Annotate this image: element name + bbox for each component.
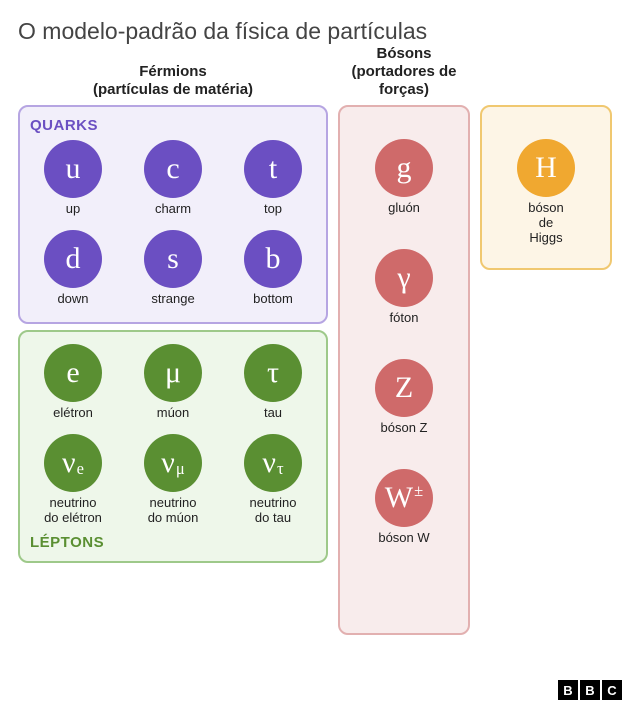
circle-top: t <box>244 140 302 198</box>
bbc-logo-b1: B <box>558 680 578 700</box>
bbc-logo-c: C <box>602 680 622 700</box>
bosons-header: Bósons (portadores de forças) <box>338 59 470 99</box>
particle-nutau: ντ neutrinodo tau <box>226 430 320 532</box>
label-z: bóson Z <box>381 421 428 437</box>
higgs-header-spacer <box>480 59 612 99</box>
higgs-group: H bósondeHiggs <box>480 105 612 270</box>
particle-muon: μ múon <box>126 340 220 428</box>
particle-strange: s strange <box>126 226 220 314</box>
circle-down: d <box>44 230 102 288</box>
label-photon: fóton <box>390 311 419 327</box>
leptons-label: LÉPTONS <box>26 532 320 553</box>
particle-gluon: g gluón <box>346 135 462 223</box>
particle-nue: νe neutrinodo elétron <box>26 430 120 532</box>
particle-charm: c charm <box>126 136 220 224</box>
label-numu: neutrinodo múon <box>148 496 199 526</box>
circle-numu: νμ <box>144 434 202 492</box>
label-nutau: neutrinodo tau <box>250 496 297 526</box>
circle-tau: τ <box>244 344 302 402</box>
particle-numu: νμ neutrinodo múon <box>126 430 220 532</box>
label-up: up <box>66 202 80 218</box>
label-w: bóson W <box>378 531 429 547</box>
higgs-column: H bósondeHiggs <box>480 59 612 635</box>
fermions-heading-2: (partículas de matéria) <box>18 81 328 99</box>
particle-electron: e elétron <box>26 340 120 428</box>
circle-electron: e <box>44 344 102 402</box>
bbc-logo: B B C <box>558 680 622 700</box>
label-higgs: bósondeHiggs <box>528 201 563 246</box>
bosons-group: g gluón γ fóton Z bóson Z W± bóson W <box>338 105 470 635</box>
label-tau: tau <box>264 406 282 422</box>
fermions-header: Férmions (partículas de matéria) <box>18 59 328 99</box>
bosons-grid: g gluón γ fóton Z bóson Z W± bóson W <box>346 115 462 553</box>
label-top: top <box>264 202 282 218</box>
particle-tau: τ tau <box>226 340 320 428</box>
bosons-heading-2: (portadores de forças) <box>338 63 470 99</box>
bosons-column: Bósons (portadores de forças) g gluón γ … <box>338 59 470 635</box>
bbc-logo-b2: B <box>580 680 600 700</box>
particle-photon: γ fóton <box>346 245 462 333</box>
particle-up: u up <box>26 136 120 224</box>
circle-muon: μ <box>144 344 202 402</box>
label-muon: múon <box>157 406 190 422</box>
label-bottom: bottom <box>253 292 293 308</box>
fermions-column: Férmions (partículas de matéria) QUARKS … <box>18 59 328 635</box>
label-nue: neutrinodo elétron <box>44 496 102 526</box>
particle-down: d down <box>26 226 120 314</box>
label-strange: strange <box>151 292 194 308</box>
main-columns: Férmions (partículas de matéria) QUARKS … <box>18 59 622 635</box>
leptons-grid: e elétron μ múon τ tau νe neutrinodo elé… <box>26 340 320 532</box>
circle-strange: s <box>144 230 202 288</box>
fermions-heading-1: Férmions <box>18 63 328 81</box>
circle-photon: γ <box>375 249 433 307</box>
label-charm: charm <box>155 202 191 218</box>
particle-w: W± bóson W <box>346 465 462 553</box>
higgs-grid: H bósondeHiggs <box>488 115 604 252</box>
circle-up: u <box>44 140 102 198</box>
quarks-label: QUARKS <box>26 115 320 136</box>
bosons-heading-1: Bósons <box>338 45 470 63</box>
label-down: down <box>57 292 88 308</box>
quarks-grid: u up c charm t top d down s strange <box>26 136 320 314</box>
circle-nutau: ντ <box>244 434 302 492</box>
circle-higgs: H <box>517 139 575 197</box>
particle-bottom: b bottom <box>226 226 320 314</box>
circle-z: Z <box>375 359 433 417</box>
circle-bottom: b <box>244 230 302 288</box>
page-title: O modelo-padrão da física de partículas <box>18 18 622 45</box>
circle-nue: νe <box>44 434 102 492</box>
label-gluon: gluón <box>388 201 420 217</box>
leptons-group: e elétron μ múon τ tau νe neutrinodo elé… <box>18 330 328 563</box>
particle-higgs: H bósondeHiggs <box>488 135 604 252</box>
circle-w: W± <box>375 469 433 527</box>
particle-top: t top <box>226 136 320 224</box>
circle-gluon: g <box>375 139 433 197</box>
particle-z: Z bóson Z <box>346 355 462 443</box>
quarks-group: QUARKS u up c charm t top d down <box>18 105 328 324</box>
circle-charm: c <box>144 140 202 198</box>
label-electron: elétron <box>53 406 93 422</box>
